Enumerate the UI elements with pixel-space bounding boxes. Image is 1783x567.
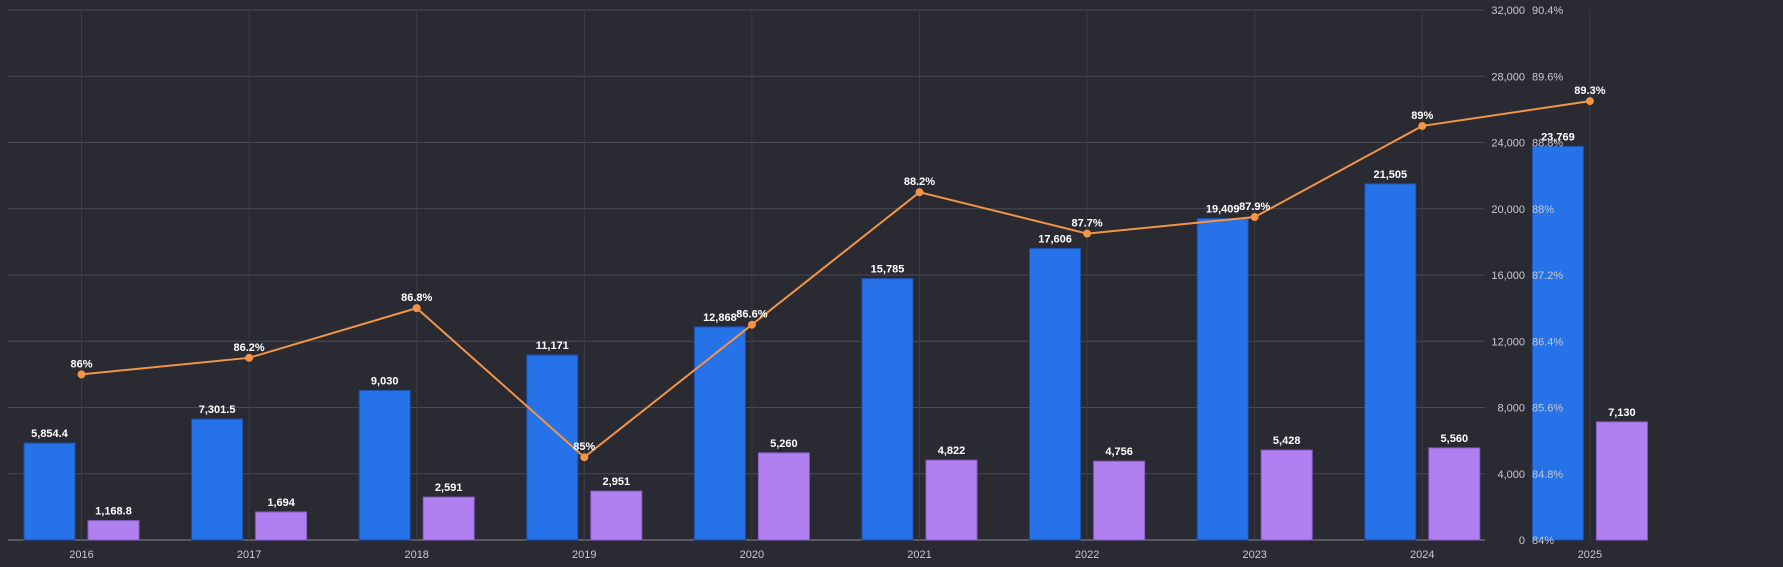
y-right-tick-label: 84% <box>1532 535 1554 547</box>
line-point <box>580 453 589 462</box>
bar-series2 <box>590 490 643 541</box>
line-point <box>1585 97 1594 106</box>
y-left-tick-label: 12,000 <box>1491 336 1525 348</box>
x-tick-label: 2018 <box>404 549 428 561</box>
y-right-tick-label: 90.4% <box>1532 5 1563 17</box>
bar-series2-label: 5,428 <box>1273 435 1301 447</box>
bar-series1 <box>1364 183 1417 541</box>
line-point-label: 86.8% <box>401 292 432 304</box>
line-point <box>915 188 924 197</box>
line-point <box>1418 121 1427 130</box>
x-tick-label: 2022 <box>1075 549 1099 561</box>
bar-series2 <box>1595 421 1648 541</box>
bar-series2 <box>87 520 140 541</box>
bar-series2 <box>757 452 810 541</box>
y-right-tick-label: 87.2% <box>1532 270 1563 282</box>
bars <box>23 145 1648 541</box>
line-point-label: 89.3% <box>1574 85 1605 97</box>
bar-series1 <box>23 442 76 541</box>
y-right-tick-label: 88.8% <box>1532 138 1563 150</box>
line-point-label: 87.9% <box>1239 201 1270 213</box>
line-series-path <box>81 100 1591 459</box>
line-point-label: 85% <box>573 441 595 453</box>
bar-series1-label: 12,868 <box>703 312 737 324</box>
bar-series1-label: 7,301.5 <box>199 404 236 416</box>
bar-series1-label: 19,409 <box>1206 204 1240 216</box>
y-right-tick-label: 86.4% <box>1532 336 1563 348</box>
bar-series1-label: 21,505 <box>1373 169 1407 181</box>
x-tick-label: 2017 <box>237 549 261 561</box>
bar-series2-label: 7,130 <box>1608 407 1636 419</box>
x-tick-label: 2016 <box>69 549 93 561</box>
line-point <box>412 304 421 313</box>
bar-series2-label: 4,756 <box>1105 446 1133 458</box>
x-tick-label: 2024 <box>1410 549 1434 561</box>
line-series <box>77 97 1594 462</box>
bar-series2 <box>1260 449 1313 541</box>
y-right-tick-label: 85.6% <box>1532 403 1563 415</box>
bar-series2-label: 5,560 <box>1441 433 1469 445</box>
line-point <box>1250 213 1259 222</box>
bar-series1-label: 11,171 <box>536 340 569 352</box>
data-labels: 5,854.4 1,168.8 7,301.5 1,694 9,030 2,591 11,1… <box>31 85 1636 518</box>
line-point <box>1083 229 1092 238</box>
bar-series1 <box>1531 145 1584 541</box>
axes: 2016 2017 2018 2019 2020 2021 2022 2023 2024 2025… <box>69 5 1602 561</box>
bar-series1 <box>191 418 244 541</box>
bar-series1 <box>358 389 411 541</box>
bar-series1 <box>861 278 914 541</box>
bar-series2 <box>422 496 475 541</box>
x-tick-label: 2020 <box>740 549 764 561</box>
y-left-tick-label: 24,000 <box>1491 138 1525 150</box>
bar-series1-label: 23,769 <box>1541 131 1575 143</box>
y-left-tick-label: 8,000 <box>1497 403 1525 415</box>
bar-series2-label: 1,694 <box>267 497 295 509</box>
line-point-label: 86.2% <box>233 342 264 354</box>
y-right-tick-label: 84.8% <box>1532 469 1563 481</box>
line-point-label: 87.7% <box>1071 218 1102 230</box>
line-point-label: 86.6% <box>736 309 767 321</box>
bar-series2 <box>1093 460 1146 541</box>
line-point-label: 89% <box>1411 110 1433 122</box>
x-tick-label: 2021 <box>907 549 931 561</box>
line-point <box>747 320 756 329</box>
bar-series2 <box>925 459 978 541</box>
bar-series1 <box>526 354 579 541</box>
bar-series2-label: 2,951 <box>603 476 631 488</box>
line-point-label: 86% <box>70 358 92 370</box>
x-tick-label: 2019 <box>572 549 596 561</box>
bar-series2 <box>255 511 308 541</box>
grid <box>8 9 1591 541</box>
y-right-tick-label: 88% <box>1532 204 1554 216</box>
y-left-tick-label: 32,000 <box>1491 5 1525 17</box>
line-point <box>245 353 254 362</box>
bar-series2-label: 4,822 <box>938 445 966 457</box>
bar-series2-label: 5,260 <box>770 438 798 450</box>
bar-series1-label: 5,854.4 <box>31 428 69 440</box>
y-left-tick-label: 4,000 <box>1497 469 1525 481</box>
line-point-label: 88.2% <box>904 176 935 188</box>
line-point <box>77 370 86 379</box>
x-tick-label: 2023 <box>1242 549 1266 561</box>
y-right-tick-label: 89.6% <box>1532 71 1563 83</box>
y-left-tick-label: 20,000 <box>1491 204 1525 216</box>
bar-series2-label: 2,591 <box>435 482 463 494</box>
bar-series1-label: 9,030 <box>371 375 399 387</box>
y-left-tick-label: 16,000 <box>1491 270 1525 282</box>
bar-series1-label: 17,606 <box>1038 233 1072 245</box>
bar-series2 <box>1428 447 1481 541</box>
bar-series1 <box>693 326 746 541</box>
bar-series1-label: 15,785 <box>871 264 905 276</box>
y-left-tick-label: 28,000 <box>1491 71 1525 83</box>
x-tick-label: 2025 <box>1578 549 1602 561</box>
y-left-tick-label: 0 <box>1519 535 1525 547</box>
bar-series2-label: 1,168.8 <box>95 506 132 518</box>
bar-series1 <box>1196 218 1249 541</box>
bar-series1 <box>1029 247 1082 541</box>
